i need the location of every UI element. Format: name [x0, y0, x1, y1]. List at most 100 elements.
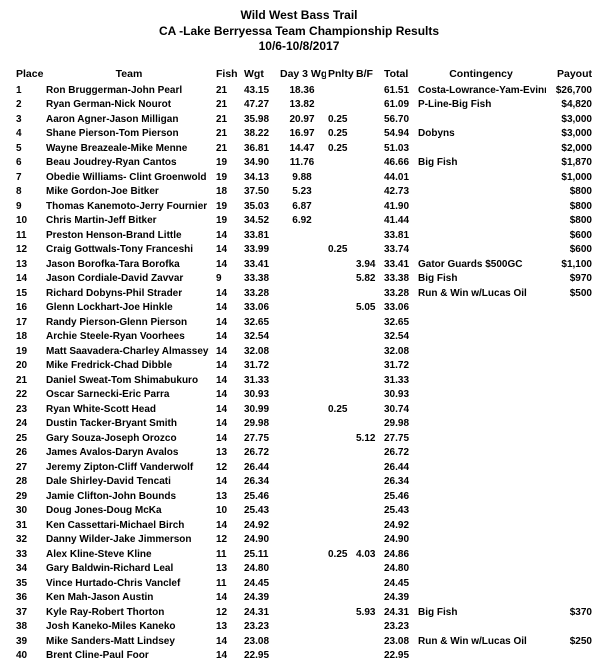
cell-contingency — [416, 577, 546, 592]
cell-day3 — [278, 432, 326, 447]
cell-bf — [354, 214, 382, 229]
cell-bf — [354, 113, 382, 128]
cell-fish: 19 — [214, 214, 242, 229]
col-bf: B/F — [354, 67, 382, 84]
cell-place: 30 — [14, 504, 44, 519]
cell-pnlty — [326, 417, 354, 432]
cell-bf — [354, 156, 382, 171]
cell-fish: 9 — [214, 272, 242, 287]
cell-team: Beau Joudrey-Ryan Cantos — [44, 156, 214, 171]
cell-fish: 14 — [214, 316, 242, 331]
cell-day3: 16.97 — [278, 127, 326, 142]
col-total: Total — [382, 67, 416, 84]
cell-pnlty — [326, 446, 354, 461]
table-row: 32Danny Wilder-Jake Jimmerson1224.9024.9… — [14, 533, 594, 548]
cell-team: Jason Borofka-Tara Borofka — [44, 258, 214, 273]
cell-total: 24.31 — [382, 606, 416, 621]
cell-fish: 14 — [214, 403, 242, 418]
cell-total: 41.44 — [382, 214, 416, 229]
table-row: 8Mike Gordon-Joe Bitker1837.505.2342.73$… — [14, 185, 594, 200]
table-row: 11Preston Henson-Brand Little1433.8133.8… — [14, 229, 594, 244]
cell-team: Glenn Lockhart-Joe Hinkle — [44, 301, 214, 316]
cell-contingency — [416, 229, 546, 244]
cell-place: 11 — [14, 229, 44, 244]
cell-total: 26.34 — [382, 475, 416, 490]
cell-pnlty — [326, 562, 354, 577]
cell-payout — [546, 533, 594, 548]
cell-place: 9 — [14, 200, 44, 215]
cell-place: 22 — [14, 388, 44, 403]
cell-bf — [354, 591, 382, 606]
cell-place: 17 — [14, 316, 44, 331]
cell-team: Kyle Ray-Robert Thorton — [44, 606, 214, 621]
cell-total: 33.81 — [382, 229, 416, 244]
col-wgt: Wgt — [242, 67, 278, 84]
cell-bf — [354, 649, 382, 664]
cell-day3 — [278, 548, 326, 563]
cell-contingency — [416, 301, 546, 316]
cell-day3 — [278, 649, 326, 664]
cell-payout — [546, 374, 594, 389]
cell-pnlty — [326, 330, 354, 345]
cell-fish: 10 — [214, 504, 242, 519]
cell-bf — [354, 388, 382, 403]
table-row: 2Ryan German-Nick Nourot2147.2713.8261.0… — [14, 98, 594, 113]
cell-pnlty — [326, 504, 354, 519]
cell-payout: $500 — [546, 287, 594, 302]
cell-team: Daniel Sweat-Tom Shimabukuro — [44, 374, 214, 389]
cell-wgt: 24.80 — [242, 562, 278, 577]
cell-bf — [354, 243, 382, 258]
cell-bf — [354, 519, 382, 534]
cell-place: 25 — [14, 432, 44, 447]
cell-total: 23.23 — [382, 620, 416, 635]
cell-place: 24 — [14, 417, 44, 432]
cell-bf — [354, 446, 382, 461]
col-team: Team — [44, 67, 214, 84]
cell-contingency — [416, 475, 546, 490]
cell-payout — [546, 562, 594, 577]
cell-bf — [354, 98, 382, 113]
cell-payout — [546, 577, 594, 592]
cell-place: 8 — [14, 185, 44, 200]
cell-total: 56.70 — [382, 113, 416, 128]
cell-place: 13 — [14, 258, 44, 273]
table-row: 31Ken Cassettari-Michael Birch1424.9224.… — [14, 519, 594, 534]
cell-place: 35 — [14, 577, 44, 592]
cell-bf — [354, 185, 382, 200]
table-row: 24Dustin Tacker-Bryant Smith1429.9829.98 — [14, 417, 594, 432]
cell-payout — [546, 330, 594, 345]
cell-day3 — [278, 258, 326, 273]
cell-bf: 4.03 — [354, 548, 382, 563]
cell-wgt: 32.08 — [242, 345, 278, 360]
cell-total: 32.65 — [382, 316, 416, 331]
cell-contingency: Dobyns — [416, 127, 546, 142]
cell-team: Ryan White-Scott Head — [44, 403, 214, 418]
cell-payout — [546, 301, 594, 316]
cell-bf: 5.93 — [354, 606, 382, 621]
cell-total: 26.44 — [382, 461, 416, 476]
cell-wgt: 33.81 — [242, 229, 278, 244]
col-contingency: Contingency — [416, 67, 546, 84]
cell-fish: 12 — [214, 606, 242, 621]
cell-fish: 14 — [214, 258, 242, 273]
cell-total: 33.74 — [382, 243, 416, 258]
table-row: 26James Avalos-Daryn Avalos1326.7226.72 — [14, 446, 594, 461]
cell-total: 23.08 — [382, 635, 416, 650]
cell-day3 — [278, 374, 326, 389]
cell-pnlty — [326, 185, 354, 200]
table-row: 4Shane Pierson-Tom Pierson2138.2216.970.… — [14, 127, 594, 142]
cell-team: Alex Kline-Steve Kline — [44, 548, 214, 563]
table-row: 3Aaron Agner-Jason Milligan2135.9820.970… — [14, 113, 594, 128]
cell-place: 7 — [14, 171, 44, 186]
cell-pnlty — [326, 98, 354, 113]
cell-contingency — [416, 345, 546, 360]
cell-place: 18 — [14, 330, 44, 345]
cell-wgt: 25.43 — [242, 504, 278, 519]
cell-pnlty — [326, 200, 354, 215]
cell-day3: 11.76 — [278, 156, 326, 171]
cell-bf — [354, 84, 382, 99]
cell-place: 4 — [14, 127, 44, 142]
cell-wgt: 33.99 — [242, 243, 278, 258]
cell-fish: 14 — [214, 287, 242, 302]
cell-payout: $600 — [546, 229, 594, 244]
